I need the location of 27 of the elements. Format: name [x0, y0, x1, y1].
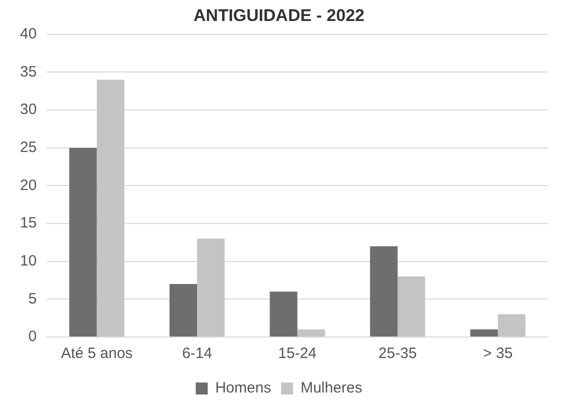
y-tick-label: 5: [28, 290, 37, 308]
bar: [96, 80, 124, 336]
x-tick-label: > 35: [483, 345, 513, 362]
x-tick-label: Até 5 anos: [60, 345, 133, 362]
legend-label: Homens: [215, 380, 272, 397]
bar: [170, 284, 198, 336]
x-tick-label: 15-24: [278, 345, 317, 362]
x-tick-label: 6-14: [182, 345, 212, 362]
y-tick-label: 25: [20, 139, 37, 156]
y-tick-label: 0: [28, 328, 37, 346]
y-tick-label: 15: [20, 214, 37, 232]
y-tick-label: 35: [20, 63, 37, 80]
y-tick-label: 10: [20, 252, 37, 270]
chart-title: ANTIGUIDADE - 2022: [194, 6, 364, 25]
y-tick-label: 30: [20, 101, 37, 118]
bar: [270, 292, 298, 336]
bar: [398, 276, 426, 336]
y-tick-label: 40: [20, 26, 37, 43]
bar: [370, 246, 398, 336]
bar: [297, 329, 325, 336]
bar: [498, 314, 526, 336]
legend-label: Mulheres: [300, 380, 362, 397]
bar: [197, 238, 225, 336]
x-tick-label: 25-35: [378, 345, 417, 362]
bar: [470, 329, 498, 336]
y-tick-label: 20: [20, 176, 37, 194]
bar: [69, 148, 97, 336]
